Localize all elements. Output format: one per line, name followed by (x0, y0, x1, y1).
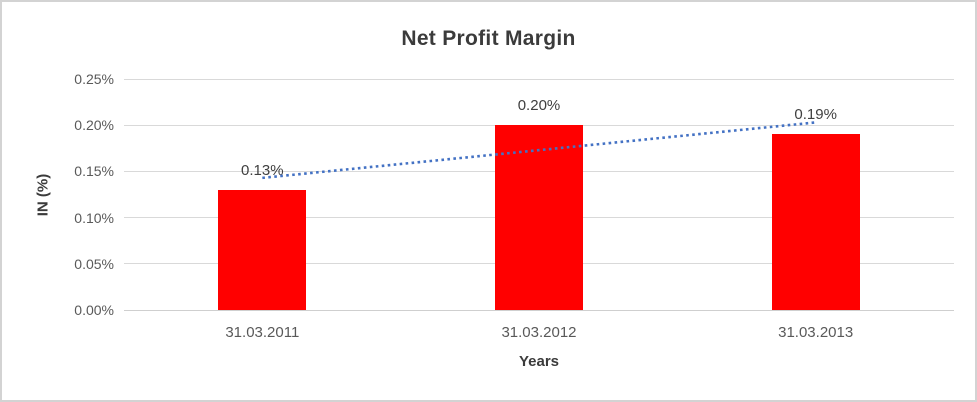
x-axis-line (124, 309, 954, 311)
bar (771, 134, 860, 310)
bar-value-label: 0.20% (517, 97, 561, 115)
x-axis-title: Years (518, 353, 560, 370)
bar (495, 125, 583, 310)
y-tick-label: 0.25% (74, 71, 114, 87)
bar (218, 189, 307, 310)
y-tick-label: 0.00% (74, 302, 114, 318)
chart-title: Net Profit Margin (401, 27, 576, 50)
x-tick-label: 31.03.2011 (225, 324, 300, 341)
x-tick-label: 31.03.2013 (778, 324, 854, 341)
x-tick-label: 31.03.2012 (501, 324, 577, 341)
y-tick-label: 0.10% (74, 209, 114, 226)
bar-value-label: 0.13% (241, 161, 284, 179)
y-tick-label: 0.15% (74, 163, 114, 180)
trendline-svg (262, 121, 816, 180)
bar-value-label: 0.19% (794, 106, 837, 124)
trendline (262, 121, 816, 180)
y-axis-title: IN (%) (34, 173, 52, 217)
y-tick-label: 0.05% (74, 255, 114, 272)
gridline (124, 78, 954, 80)
y-tick-label: 0.20% (74, 117, 114, 134)
